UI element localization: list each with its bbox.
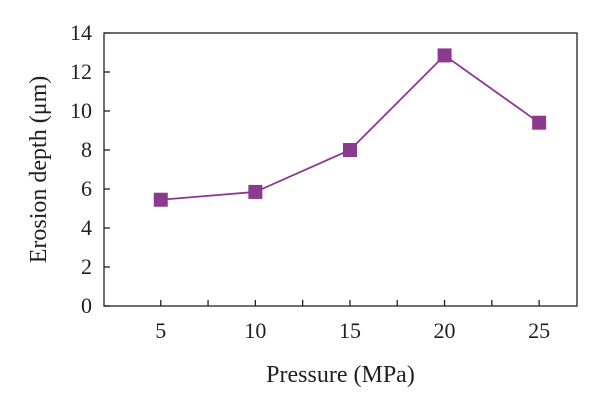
y-tick-label: 8 [81, 137, 92, 162]
y-tick-label: 14 [70, 20, 92, 45]
data-point-marker [437, 48, 452, 63]
x-tick-label: 15 [339, 318, 361, 343]
x-tick-label: 20 [434, 318, 456, 343]
series-layer [153, 48, 547, 207]
x-axis-title: Pressure (MPa) [266, 362, 415, 388]
y-tick-label: 6 [81, 176, 92, 201]
data-point-marker [532, 115, 547, 130]
y-tick-label: 0 [81, 293, 92, 318]
y-tick-label: 4 [81, 215, 92, 240]
x-tick-label: 10 [244, 318, 266, 343]
plot-frame [103, 32, 578, 307]
data-point-marker [248, 184, 263, 199]
x-tick-label: 25 [528, 318, 550, 343]
data-point-marker [153, 192, 168, 207]
x-axis-ticks: 5 10 15 20 25 [155, 300, 550, 343]
x-tick-label: 5 [155, 318, 166, 343]
y-tick-label: 2 [81, 254, 92, 279]
y-axis-ticks: 0 2 4 6 8 10 12 14 [70, 20, 110, 318]
data-point-marker [342, 143, 357, 157]
y-tick-label: 10 [70, 98, 92, 123]
y-axis-title: Erosion depth (μm) [26, 76, 52, 264]
y-tick-label: 12 [70, 59, 92, 84]
series-line [160, 54, 540, 201]
